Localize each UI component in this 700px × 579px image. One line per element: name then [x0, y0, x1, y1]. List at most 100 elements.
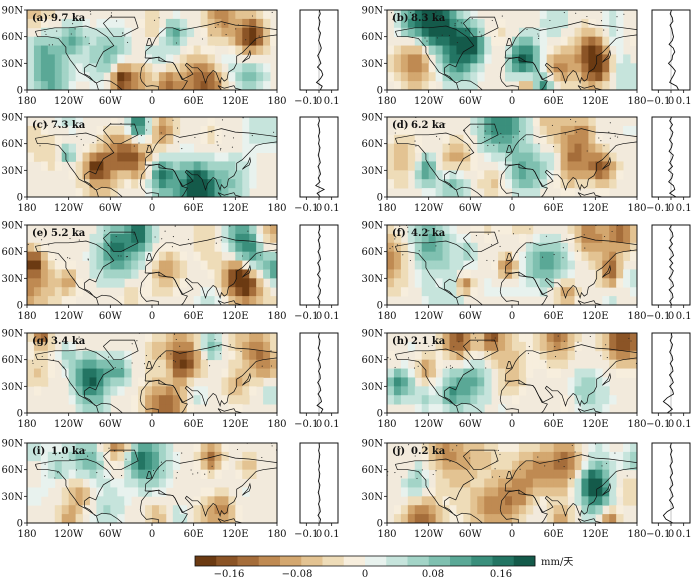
- field-cell: [193, 152, 202, 162]
- field-cell: [414, 251, 423, 261]
- profile-tick-label: 0: [316, 419, 322, 430]
- stipple-dot: [562, 257, 564, 259]
- stipple-dot: [542, 256, 544, 258]
- field-cell: [47, 296, 56, 305]
- field-cell: [165, 451, 174, 462]
- field-cell: [124, 496, 132, 506]
- field-cell: [103, 487, 111, 497]
- field-cell: [263, 45, 271, 55]
- field-cell: [532, 152, 541, 162]
- coastline: [217, 518, 244, 523]
- field-cell: [54, 54, 63, 64]
- field-cell: [609, 152, 617, 162]
- field-cell: [616, 333, 624, 343]
- field-cell: [574, 179, 582, 189]
- field-cell: [263, 341, 271, 352]
- field-cell: [463, 350, 471, 361]
- field-cell: [249, 63, 257, 73]
- colorbar-tick-label: 0.08: [422, 569, 444, 579]
- field-cell: [158, 152, 167, 162]
- field-cell: [525, 36, 534, 46]
- stipple-dot: [623, 13, 625, 15]
- profile-tick-label: −0.1: [294, 529, 318, 540]
- stipple-dot: [84, 36, 87, 38]
- stipple-dot: [410, 12, 412, 14]
- field-cell: [484, 143, 492, 153]
- field-cell: [491, 287, 499, 297]
- field-cell: [609, 505, 617, 515]
- stipple-dot: [138, 142, 140, 144]
- field-cell: [470, 125, 478, 136]
- field-cell: [456, 443, 464, 453]
- field-cell: [221, 225, 229, 235]
- field-cell: [532, 161, 541, 171]
- field-cell: [595, 368, 603, 378]
- field-cell: [33, 242, 42, 253]
- profile-line: [662, 332, 675, 414]
- field-cell: [242, 63, 250, 73]
- field-cell: [574, 54, 582, 64]
- field-cell: [214, 451, 222, 462]
- field-cell: [421, 451, 430, 462]
- field-cell: [560, 278, 568, 288]
- field-cell: [117, 72, 125, 82]
- stipple-dot: [439, 138, 441, 140]
- field-cell: [428, 505, 437, 515]
- field-cell: [242, 251, 250, 261]
- field-cell: [68, 27, 77, 38]
- coastline: [577, 300, 604, 305]
- stipple-dot: [46, 124, 48, 126]
- field-cell: [207, 225, 215, 235]
- field-cell: [595, 505, 603, 515]
- stipple-dot: [424, 37, 426, 39]
- field-cell: [463, 451, 471, 462]
- field-cell: [27, 487, 35, 497]
- field-cell: [463, 10, 471, 20]
- field-cell: [463, 478, 471, 488]
- stipple-dot: [197, 472, 199, 474]
- profile-tick-label: 0: [668, 203, 674, 214]
- field-cell: [525, 505, 534, 515]
- x-tick-label: 120W: [54, 529, 84, 540]
- y-tick-label: 90N: [2, 6, 24, 17]
- field-cell: [414, 179, 423, 189]
- stipple-dot: [553, 254, 555, 256]
- field-cell: [532, 460, 541, 471]
- field-cell: [152, 10, 160, 20]
- field-cell: [616, 460, 624, 471]
- field-cell: [186, 54, 195, 64]
- field-cell: [152, 45, 160, 55]
- x-tick-label: 60W: [459, 529, 483, 540]
- field-cell: [228, 350, 236, 361]
- field-cell: [498, 460, 506, 471]
- field-cell: [145, 225, 153, 235]
- field-cell: [256, 260, 264, 270]
- coastline: [242, 482, 251, 496]
- field-cell: [387, 260, 395, 270]
- field-cell: [463, 469, 471, 479]
- field-cell: [200, 505, 208, 515]
- field-cell: [214, 505, 222, 515]
- field-cell: [145, 251, 153, 261]
- field-cell: [616, 242, 624, 253]
- field-cell: [152, 72, 160, 82]
- field-cell: [235, 63, 243, 73]
- field-cell: [75, 117, 83, 127]
- stipple-dot: [557, 335, 559, 337]
- zonal-profile: −0.10 0.1: [294, 116, 340, 214]
- field-cell: [249, 18, 257, 29]
- field-cell: [428, 487, 437, 497]
- field-cell: [214, 72, 222, 82]
- field-cell: [152, 233, 160, 244]
- field-cell: [47, 278, 56, 288]
- field-cell: [505, 72, 513, 82]
- field-cell: [235, 36, 243, 46]
- field-cell: [158, 278, 167, 288]
- coastline: [602, 372, 611, 386]
- field-cell: [616, 451, 624, 462]
- field-cell: [228, 242, 236, 253]
- field-cell: [630, 251, 637, 261]
- field-cell: [428, 269, 437, 279]
- stipple-dot: [44, 475, 46, 477]
- stipple-dot: [92, 452, 94, 454]
